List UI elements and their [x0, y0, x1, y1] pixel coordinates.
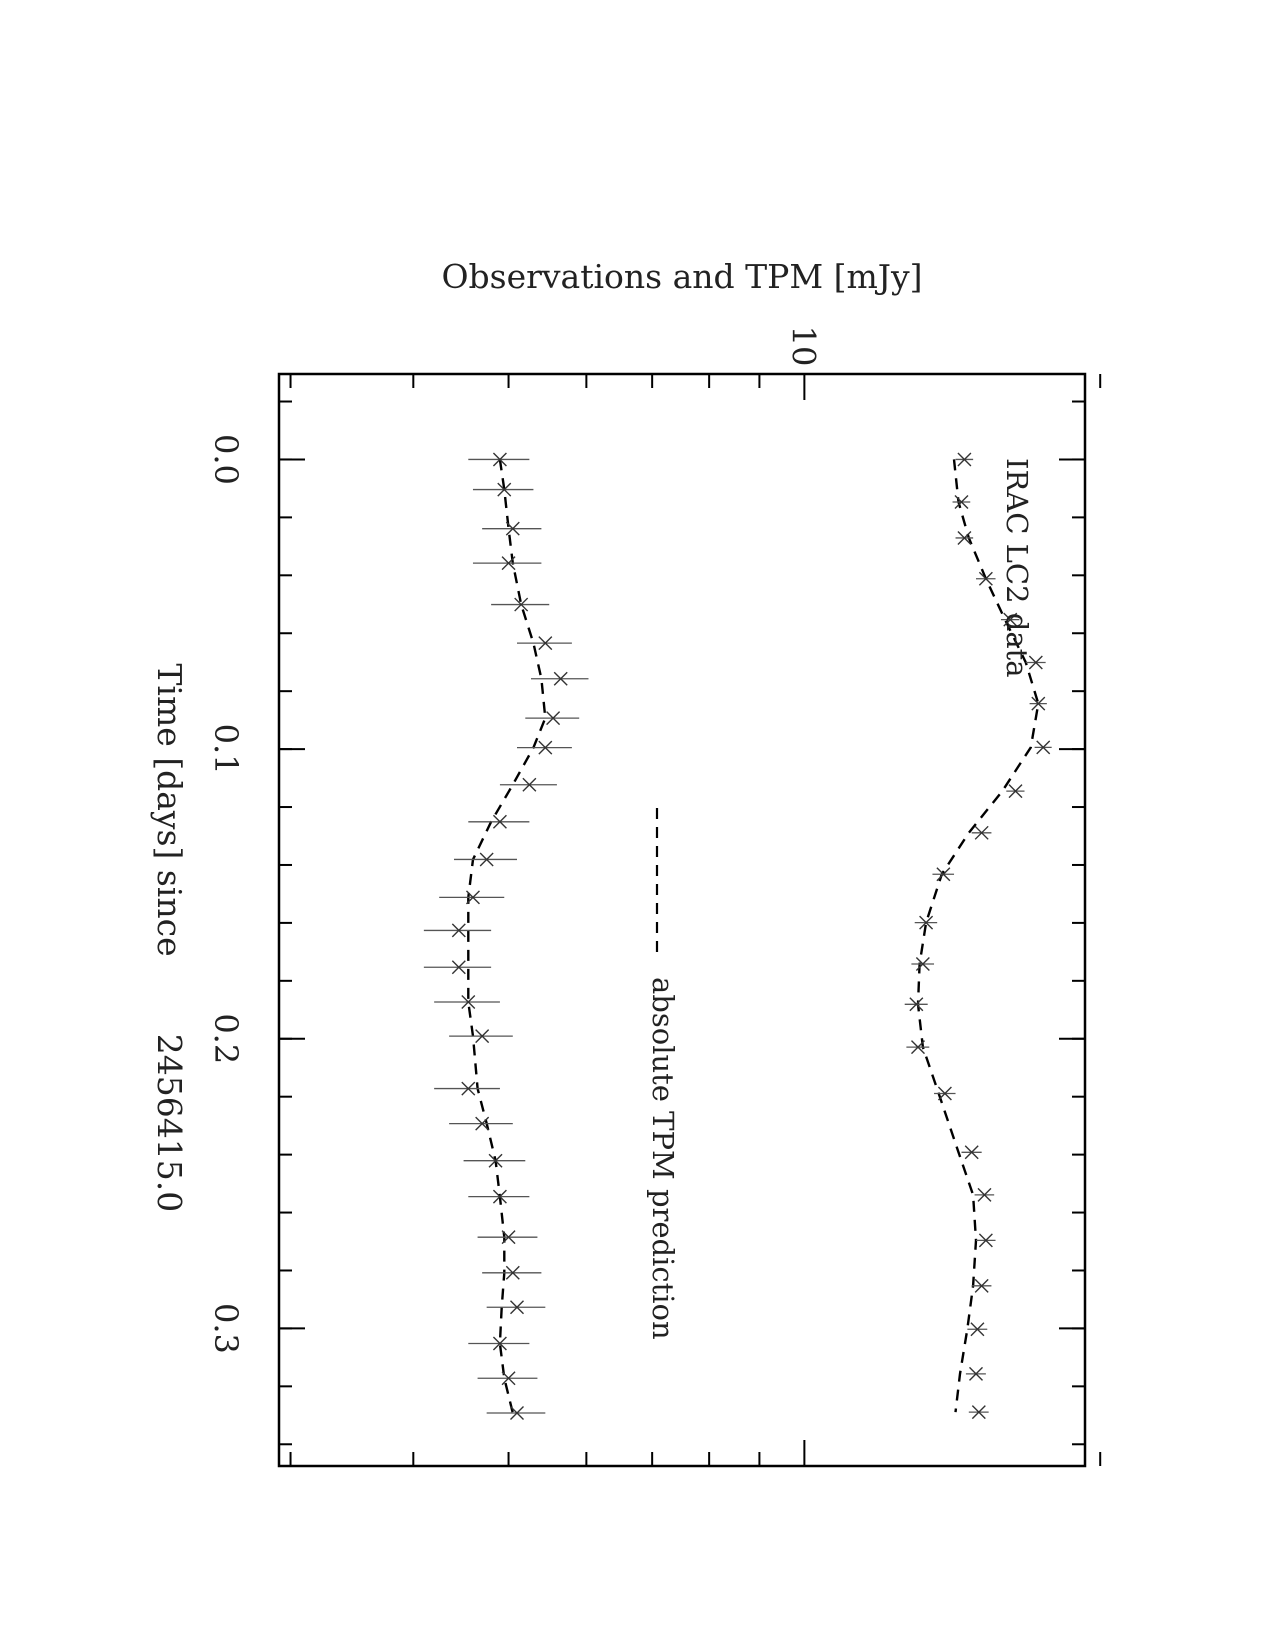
data-point-lower [479, 852, 494, 867]
data-point-lower [553, 671, 568, 686]
data-point-lower [510, 1405, 524, 1420]
data-point-lower [488, 1153, 503, 1168]
data-point-upper [937, 1086, 952, 1101]
x-tick-label: 0.2 [207, 1013, 245, 1064]
legend-label: absolute TPM prediction [646, 977, 680, 1340]
data-point-upper [969, 1366, 983, 1381]
annotation-irac-lc2: IRAC LC2 data [1000, 458, 1034, 678]
data-point-upper [909, 997, 924, 1012]
data-point-lower [497, 482, 512, 497]
data-point-upper [978, 1233, 993, 1248]
data-point-lower [475, 1029, 490, 1044]
axis-labels: Observations and TPM [mJy] Time [days] s… [150, 257, 1034, 1340]
chart-marks [423, 452, 1052, 1420]
x-tick-label: 0.3 [207, 1303, 245, 1354]
data-point-lower [514, 597, 529, 612]
data-point-upper [1008, 784, 1023, 799]
data-point-lower [492, 1189, 507, 1204]
x-axis-label-epoch: 2456415.0 [150, 1034, 189, 1212]
data-point-upper [977, 1187, 992, 1202]
data-point-lower [461, 994, 476, 1009]
data-point-lower [465, 890, 480, 905]
x-axis-label: Time [days] since [150, 663, 189, 956]
y-tick-label: 10 [784, 326, 822, 367]
data-point-upper [915, 957, 930, 972]
data-point-lower [505, 1265, 520, 1280]
data-point-lower [451, 923, 466, 938]
data-point-upper [910, 1040, 925, 1055]
data-point-lower [505, 521, 520, 536]
data-point-lower [475, 1116, 490, 1131]
data-point-upper [919, 915, 934, 930]
tpm-model-line-lower [467, 459, 547, 1414]
data-point-upper [974, 825, 989, 840]
data-point-upper [971, 1405, 986, 1420]
data-point-lower [492, 452, 507, 467]
data-point-upper [970, 1322, 985, 1337]
data-point-lower [546, 711, 561, 726]
data-point-lower [492, 1336, 507, 1351]
data-point-upper [974, 1278, 989, 1293]
series-lower [423, 452, 589, 1420]
plot-frame [277, 372, 1087, 1468]
data-point-lower [451, 960, 466, 975]
data-point-upper [1028, 655, 1043, 670]
axis-ticks: 10 0.0 0.1 0.2 0.3 [207, 326, 1102, 1466]
x-tick-label: 0.0 [207, 434, 245, 485]
data-point-lower [538, 740, 553, 755]
data-point-upper [957, 452, 972, 467]
data-point-lower [538, 636, 553, 651]
data-point-upper [1003, 612, 1018, 627]
data-point-upper [957, 530, 972, 545]
tpm-model-line-upper [916, 459, 1040, 1413]
data-point-lower [501, 1230, 516, 1245]
data-point-upper [964, 1145, 979, 1160]
x-tick-label: 0.1 [207, 724, 245, 775]
data-point-lower [510, 1300, 524, 1315]
data-point-lower [501, 556, 516, 571]
data-point-upper [936, 867, 951, 882]
data-point-lower [501, 1371, 516, 1386]
data-point-upper [1031, 696, 1046, 711]
data-point-upper [978, 571, 993, 586]
data-point-lower [492, 814, 507, 829]
series-upper [904, 452, 1052, 1420]
y-axis-label: Observations and TPM [mJy] [441, 257, 922, 296]
data-point-lower [522, 777, 537, 792]
data-point-upper [954, 495, 969, 510]
data-point-upper [1036, 740, 1051, 755]
data-point-lower [461, 1081, 476, 1096]
